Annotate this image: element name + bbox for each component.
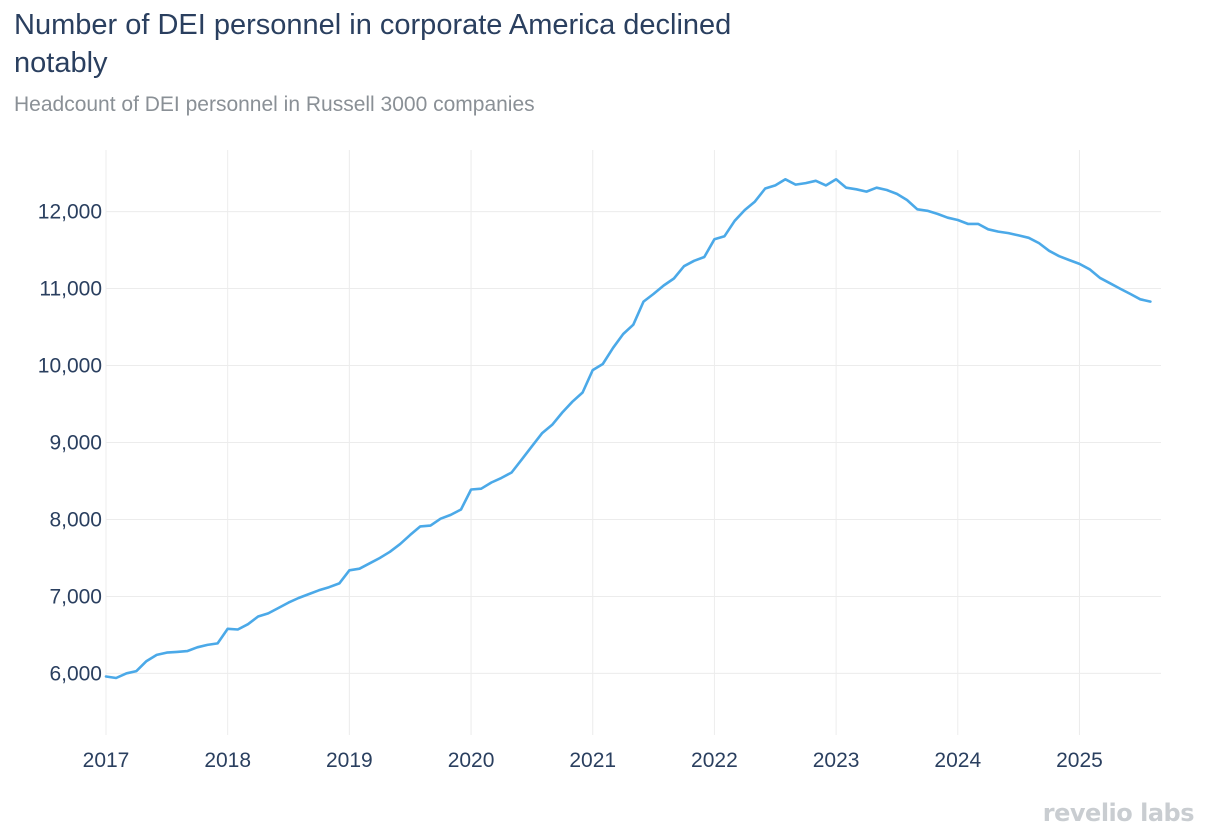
x-tick-label: 2022 [691, 749, 738, 772]
chart-subtitle: Headcount of DEI personnel in Russell 30… [14, 93, 535, 116]
y-tick-label: 8,000 [49, 508, 102, 531]
revelio-labs-logo: revelio labs [1042, 799, 1195, 827]
x-tick-label: 2023 [813, 749, 860, 772]
y-tick-label: 12,000 [38, 201, 102, 224]
grid-lines [105, 150, 1161, 735]
x-tick-label: 2024 [934, 749, 981, 772]
x-tick-label: 2018 [204, 749, 251, 772]
y-tick-label: 10,000 [38, 355, 102, 378]
x-tick-label: 2025 [1056, 749, 1103, 772]
y-tick-label: 6,000 [49, 662, 102, 685]
x-axis-labels: 2017 2018 2019 2020 2021 2022 2023 2024 2025 [83, 749, 1103, 772]
series-line [104, 178, 1152, 680]
x-tick-label: 2019 [326, 749, 373, 772]
series-layer [104, 178, 1152, 680]
x-tick-label: 2020 [448, 749, 495, 772]
y-tick-label: 11,000 [39, 278, 102, 301]
x-tick-label: 2021 [569, 749, 616, 772]
y-tick-label: 7,000 [49, 585, 102, 608]
chart-title: Number of DEI personnel in corporate Ame… [14, 9, 732, 79]
y-tick-label: 9,000 [49, 432, 102, 455]
x-tick-label: 2017 [83, 749, 130, 772]
y-axis-labels: 6,000 7,000 8,000 9,000 10,000 11,000 12,000 [38, 201, 102, 686]
